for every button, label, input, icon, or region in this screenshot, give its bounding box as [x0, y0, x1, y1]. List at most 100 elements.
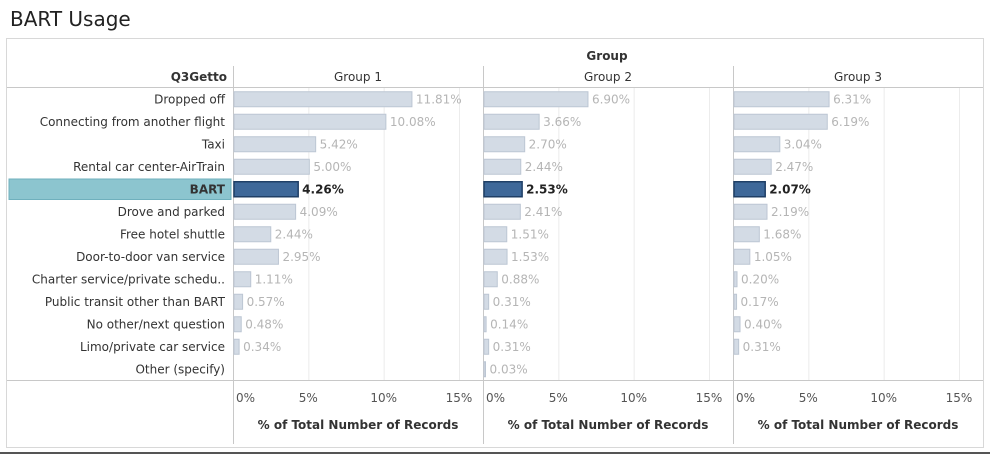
bar — [483, 203, 521, 220]
bar — [233, 316, 242, 333]
data-label: 1.53% — [511, 250, 549, 264]
bar — [733, 271, 738, 288]
data-label: 0.48% — [245, 317, 283, 331]
data-label: 0.31% — [493, 295, 531, 309]
tick-label: 5% — [799, 391, 818, 405]
data-label: 1.68% — [763, 227, 801, 241]
data-label: 2.47% — [775, 160, 813, 174]
data-label: 2.95% — [282, 250, 320, 264]
panel-title: Group 2 — [584, 70, 632, 84]
tick-label: 0% — [736, 391, 755, 405]
data-label: 1.11% — [255, 272, 293, 286]
bar — [233, 293, 244, 310]
bar — [233, 136, 317, 153]
data-label: 1.51% — [511, 227, 549, 241]
tick-label: 15% — [446, 391, 473, 405]
category-label: Charter service/private schedu.. — [32, 272, 225, 286]
data-label: 0.34% — [243, 340, 281, 354]
bar — [733, 181, 766, 198]
data-label: 2.41% — [524, 205, 562, 219]
chart-frame — [6, 38, 984, 448]
data-label: 3.04% — [784, 137, 822, 151]
axis-title: % of Total Number of Records — [258, 418, 459, 432]
bar — [733, 91, 830, 108]
data-label: 2.07% — [769, 182, 811, 196]
data-label: 0.31% — [743, 340, 781, 354]
bar — [733, 203, 768, 220]
bar — [483, 91, 589, 108]
category-label: BART — [190, 182, 226, 196]
bar — [733, 158, 772, 175]
bar — [233, 271, 252, 288]
bar — [483, 361, 486, 378]
chart-title: BART Usage — [10, 7, 131, 31]
bar — [733, 226, 760, 243]
tick-label: 0% — [236, 391, 255, 405]
tick-label: 5% — [299, 391, 318, 405]
tick-label: 10% — [620, 391, 647, 405]
category-label: Rental car center-AirTrain — [73, 160, 225, 174]
data-label: 2.53% — [526, 182, 568, 196]
data-label: 0.31% — [493, 340, 531, 354]
category-label: Other (specify) — [135, 362, 225, 376]
category-label: Taxi — [201, 137, 225, 151]
panel-title: Group 3 — [834, 70, 882, 84]
data-label: 6.90% — [592, 92, 630, 106]
data-label: 6.19% — [831, 115, 869, 129]
category-label: Drove and parked — [118, 205, 225, 219]
bar — [483, 293, 490, 310]
bar — [233, 338, 240, 355]
bar — [483, 316, 487, 333]
bar — [483, 158, 522, 175]
data-label: 2.44% — [525, 160, 563, 174]
bar — [233, 248, 279, 265]
bar — [233, 226, 272, 243]
data-label: 4.09% — [300, 205, 338, 219]
bar — [233, 91, 413, 108]
data-label: 2.70% — [529, 137, 567, 151]
bar — [233, 203, 297, 220]
bar — [233, 113, 387, 130]
bar — [733, 136, 781, 153]
category-label: Door-to-door van service — [76, 250, 225, 264]
data-label: 5.00% — [313, 160, 351, 174]
tick-label: 10% — [870, 391, 897, 405]
data-label: 4.26% — [302, 182, 344, 196]
category-label: No other/next question — [87, 317, 225, 331]
tick-label: 15% — [946, 391, 973, 405]
bar — [233, 158, 310, 175]
axis-title: % of Total Number of Records — [758, 418, 959, 432]
data-label: 0.03% — [490, 362, 528, 376]
bar — [233, 181, 299, 198]
category-label: Public transit other than BART — [45, 295, 226, 309]
bar — [483, 271, 498, 288]
bar — [733, 338, 740, 355]
category-label: Dropped off — [154, 92, 226, 106]
category-label: Connecting from another flight — [40, 115, 226, 129]
category-label: Free hotel shuttle — [120, 227, 225, 241]
data-label: 5.42% — [320, 137, 358, 151]
data-label: 2.44% — [275, 227, 313, 241]
data-label: 2.19% — [771, 205, 809, 219]
tick-label: 15% — [696, 391, 723, 405]
column-header: Group — [586, 49, 628, 63]
bar — [483, 226, 508, 243]
bar — [483, 248, 508, 265]
bar — [733, 293, 738, 310]
data-label: 0.20% — [741, 272, 779, 286]
data-label: 1.05% — [754, 250, 792, 264]
tick-label: 0% — [486, 391, 505, 405]
bar — [733, 316, 741, 333]
data-label: 3.66% — [543, 115, 581, 129]
data-label: 0.57% — [247, 295, 285, 309]
tick-label: 10% — [370, 391, 397, 405]
bottom-divider — [0, 452, 990, 454]
bar — [483, 181, 523, 198]
row-header: Q3Getto — [171, 70, 227, 84]
data-label: 0.40% — [744, 317, 782, 331]
row-highlight — [8, 178, 232, 200]
data-label: 10.08% — [390, 115, 436, 129]
bar — [483, 338, 490, 355]
bar — [483, 136, 526, 153]
